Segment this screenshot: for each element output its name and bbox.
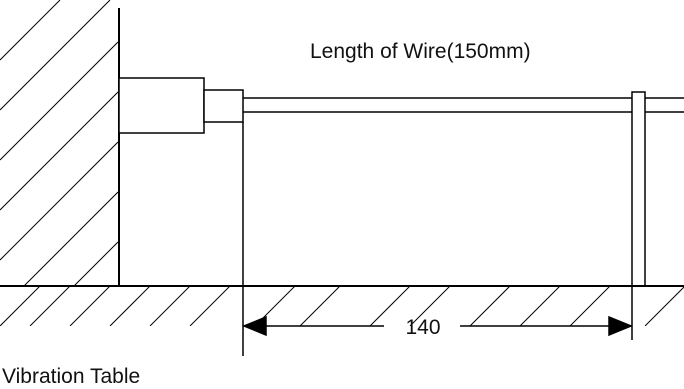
support-post [631, 91, 646, 287]
dimension-label: 140 [405, 316, 440, 339]
wire [243, 97, 684, 113]
table-hatching [0, 286, 684, 326]
arrowhead-right [608, 315, 633, 337]
arrowhead-left [242, 315, 267, 337]
table-label: Vibration Table [2, 365, 140, 388]
clamp-block [118, 77, 205, 134]
wall-hatching [0, 0, 118, 285]
clamp-insert [203, 89, 244, 123]
dimension-line [242, 315, 633, 337]
wire-length-label: Length of Wire(150mm) [310, 40, 531, 63]
